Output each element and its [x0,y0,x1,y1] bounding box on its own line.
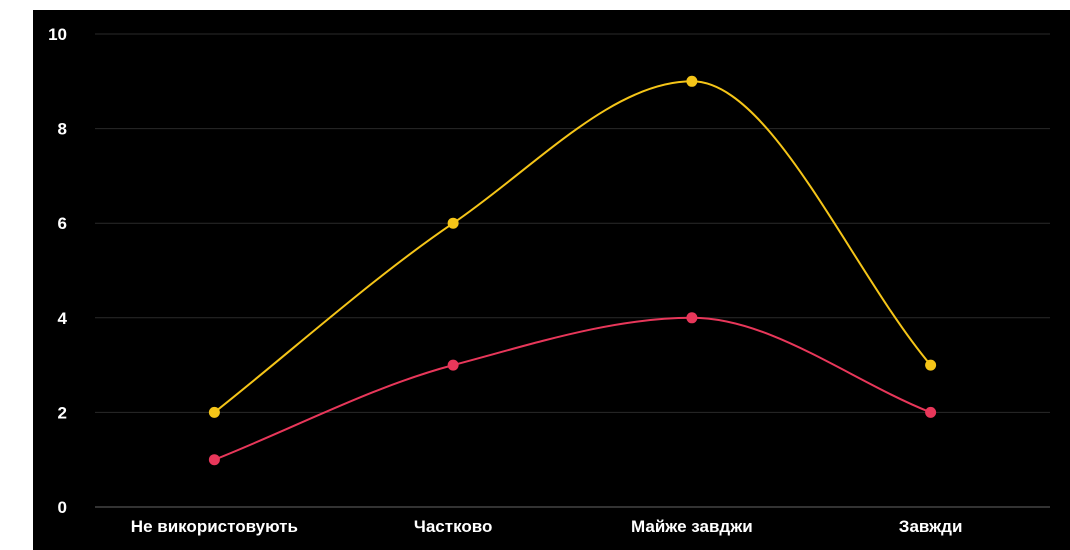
y-tick-label: 8 [58,120,67,139]
y-tick-label: 10 [48,25,67,44]
line-chart: 0 2 4 6 8 10 Не використовують Частково Майже з… [48,25,1050,536]
y-axis-ticks: 0 2 4 6 8 10 [48,25,67,517]
y-tick-label: 6 [58,214,67,233]
x-tick-label: Частково [414,517,492,536]
y-tick-label: 2 [58,403,67,422]
series-1 [208,75,937,418]
grid-lines [95,33,1050,413]
x-tick-label: Майже завджи [631,517,753,536]
data-point[interactable] [208,406,220,418]
y-tick-label: 4 [58,309,68,328]
series-line [214,316,931,461]
data-point[interactable] [686,312,698,324]
x-tick-label: Не використовують [131,517,298,536]
series-2 [208,312,937,466]
data-point[interactable] [447,217,459,229]
x-tick-label: Завжди [899,517,963,536]
series [208,75,937,466]
data-point[interactable] [925,406,937,418]
series-line [213,80,932,414]
data-point[interactable] [208,454,220,466]
x-axis-ticks: Не використовують Частково Майже завджи Зав… [131,517,963,536]
y-tick-label: 0 [58,498,67,517]
data-point[interactable] [686,75,698,87]
data-point[interactable] [447,359,459,371]
chart-container: 0 2 4 6 8 10 Не використовують Частково Майже з… [33,10,1070,550]
data-point[interactable] [925,359,937,371]
